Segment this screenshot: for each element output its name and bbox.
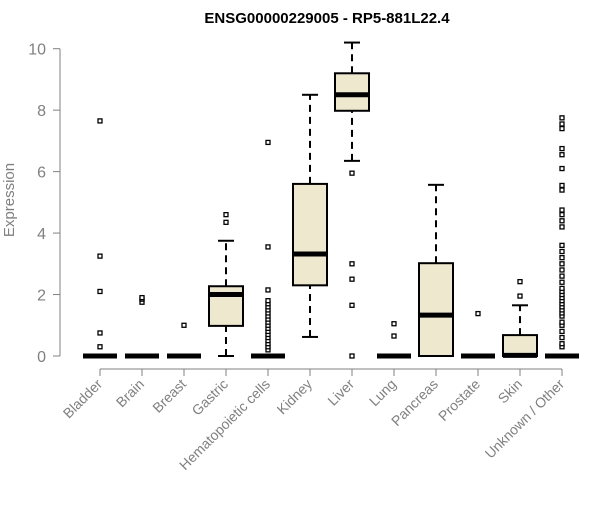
- outlier-point: [517, 278, 523, 285]
- outlier-point: [349, 276, 355, 282]
- outlier-point: [517, 293, 523, 299]
- outlier-point: [559, 261, 565, 267]
- x-tick-label: Unknown / Other: [482, 376, 568, 462]
- x-tick-label: Lung: [366, 376, 399, 409]
- outlier-point: [559, 224, 565, 230]
- outlier-point: [349, 353, 355, 359]
- outlier-point: [559, 115, 565, 121]
- outlier-point: [223, 219, 229, 225]
- outlier-point: [559, 152, 565, 158]
- box-pancreas: [418, 262, 454, 358]
- x-tick-label: Kidney: [274, 376, 316, 418]
- y-tick-label: 2: [37, 288, 46, 305]
- outlier-point: [559, 182, 565, 189]
- x-tick-label: Breast: [149, 376, 189, 416]
- outlier-point: [391, 333, 397, 339]
- y-axis-label: Expression: [1, 163, 18, 237]
- outlier-point: [559, 248, 565, 255]
- outlier-point: [559, 187, 565, 193]
- outlier-point: [97, 288, 103, 295]
- outlier-point: [559, 273, 565, 279]
- outlier-point: [181, 322, 187, 328]
- outlier-point: [391, 321, 397, 327]
- x-tick-label: Liver: [324, 376, 357, 409]
- chart-title: ENSG00000229005 - RP5-881L22.4: [204, 10, 450, 27]
- outlier-point: [97, 253, 103, 259]
- outlier-point: [559, 279, 565, 285]
- outlier-point: [97, 330, 103, 336]
- outlier-point: [559, 165, 565, 172]
- box-liver: [334, 72, 370, 112]
- outlier-point: [139, 294, 145, 301]
- outlier-point: [559, 211, 565, 218]
- y-tick-label: 4: [37, 226, 46, 243]
- y-tick-label: 0: [37, 349, 46, 366]
- outlier-point: [559, 255, 565, 261]
- outlier-point: [559, 334, 565, 341]
- outlier-point: [559, 125, 565, 132]
- outlier-point: [97, 118, 103, 124]
- outlier-point: [265, 287, 271, 293]
- outlier-point: [559, 285, 565, 292]
- outlier-point: [475, 310, 481, 317]
- x-tick-label: Skin: [495, 376, 526, 407]
- outlier-point: [559, 121, 565, 127]
- outlier-point: [97, 344, 103, 350]
- outlier-point: [349, 170, 355, 176]
- outlier-point: [349, 261, 355, 267]
- y-tick-label: 6: [37, 165, 46, 182]
- x-tick-label: Bladder: [60, 376, 106, 422]
- outlier-point: [559, 341, 565, 347]
- box-kidney: [292, 182, 328, 287]
- outlier-point: [559, 242, 565, 249]
- y-tick-label: 10: [28, 42, 46, 59]
- outlier-point: [559, 328, 565, 335]
- x-tick-label: Pancreas: [388, 376, 441, 429]
- outlier-point: [559, 145, 565, 152]
- y-tick-label: 8: [37, 103, 46, 120]
- outlier-point: [559, 218, 565, 224]
- outlier-point: [265, 139, 271, 146]
- outlier-point: [349, 302, 355, 308]
- x-tick-label: Brain: [113, 376, 147, 410]
- outlier-point: [223, 211, 229, 218]
- x-tick-label: Prostate: [435, 376, 483, 424]
- outlier-point: [559, 207, 565, 213]
- outlier-point: [265, 298, 271, 304]
- outlier-point: [559, 267, 565, 273]
- outlier-point: [559, 319, 565, 325]
- outlier-point: [265, 244, 271, 250]
- box-skin: [502, 334, 538, 358]
